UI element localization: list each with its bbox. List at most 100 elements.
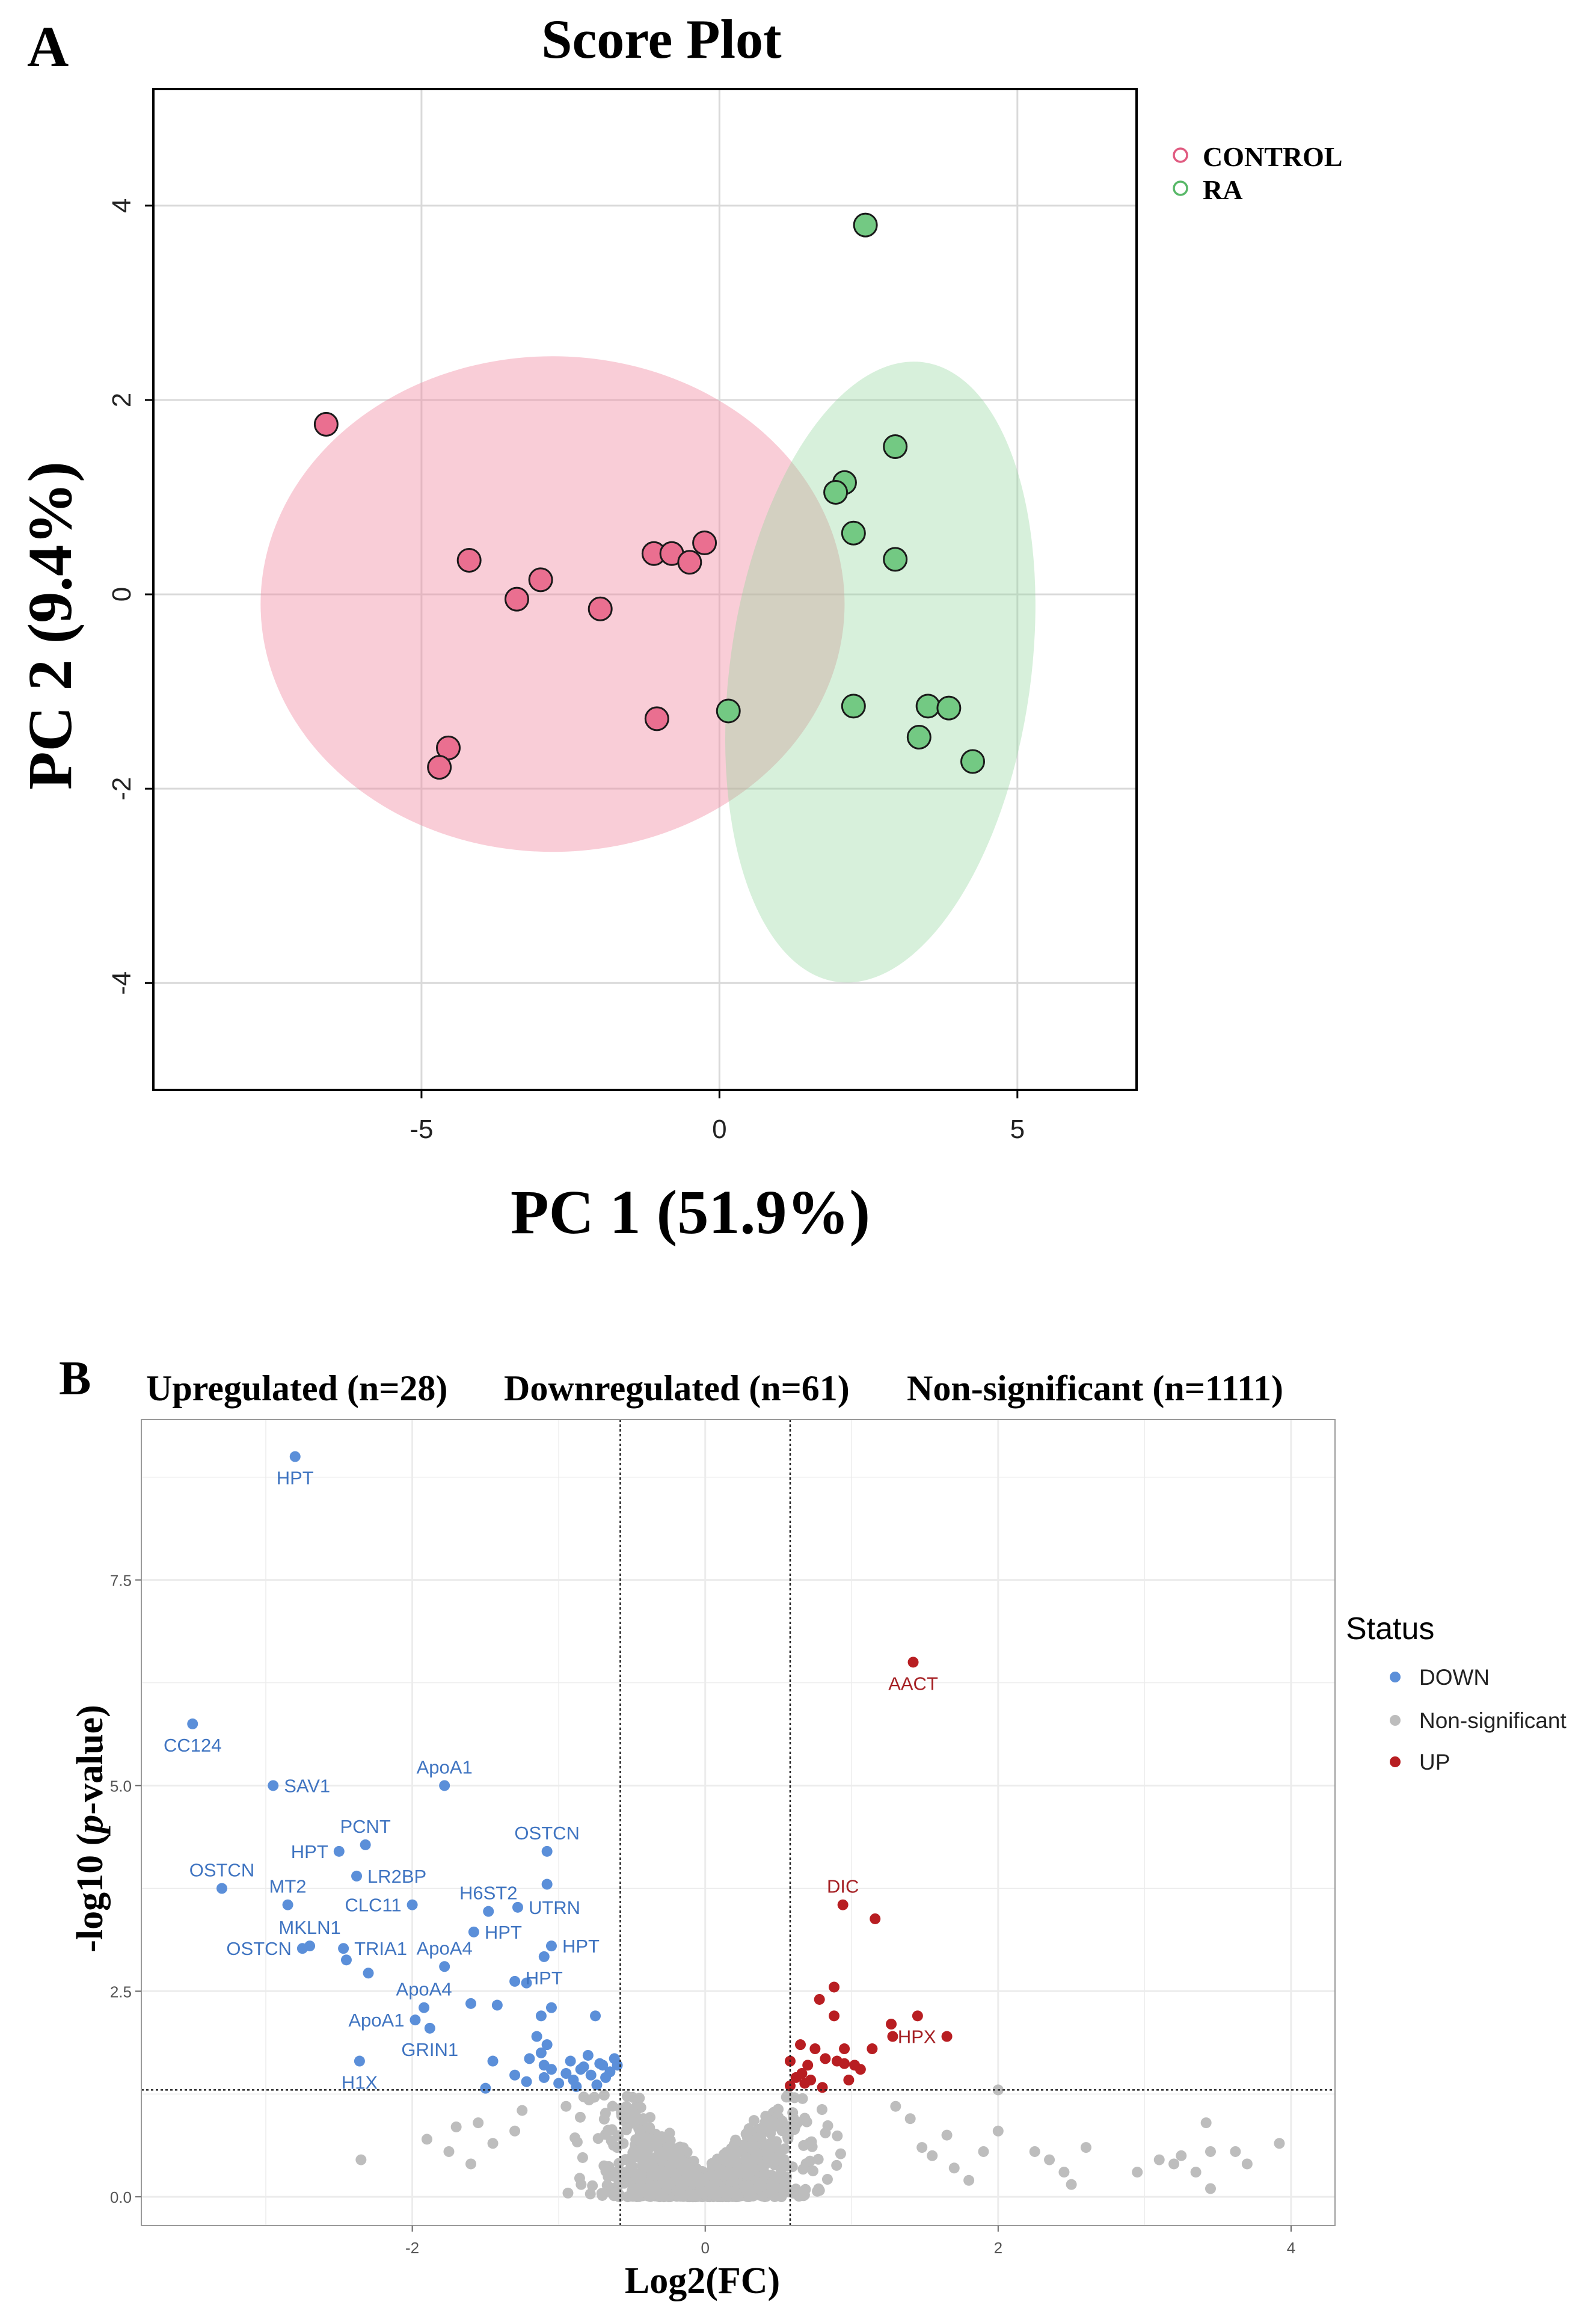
- nonsig-point: [443, 2146, 455, 2157]
- down-point: [439, 1961, 450, 1972]
- nonsig-point: [678, 2142, 689, 2153]
- volcano-plot-panel: B Upregulated (n=28) Downregulated (n=61…: [59, 1352, 1567, 2301]
- nonsig-point: [675, 2191, 686, 2202]
- y-tick-label: 7.5: [110, 1572, 132, 1590]
- down-point: [538, 1951, 550, 1962]
- nonsig-point: [509, 2125, 521, 2137]
- point-label: OSTCN: [189, 1859, 255, 1880]
- control-confidence-ellipse: [260, 356, 845, 852]
- down-point: [541, 2039, 553, 2051]
- down-point: [509, 2069, 521, 2081]
- nonsig-point: [787, 2107, 799, 2119]
- down-point: [512, 1901, 523, 1913]
- score-plot-ellipses: [260, 356, 1036, 983]
- nonsig-point: [821, 2174, 833, 2185]
- nonsig-point: [1080, 2142, 1091, 2153]
- nonsig-point: [355, 2154, 367, 2165]
- ra-point: [716, 698, 741, 724]
- nonsig-point: [1029, 2146, 1040, 2157]
- score-plot-ticks: -5 0 5 -4 -2 0 2 4: [107, 198, 1025, 1144]
- nonsig-point: [743, 2191, 755, 2202]
- y-tick-label: -4: [107, 971, 137, 995]
- nonsig-point: [1066, 2179, 1077, 2190]
- nonsig-point: [757, 2190, 769, 2202]
- point-label: SAV1: [284, 1775, 330, 1796]
- nonsig-point: [694, 2172, 705, 2183]
- nonsig-point: [598, 2090, 610, 2101]
- down-point: [363, 1968, 374, 1979]
- nonsig-point: [832, 2130, 843, 2141]
- y-tick-label: 4: [107, 198, 137, 213]
- control-point: [644, 706, 669, 731]
- nonsig-point: [666, 2152, 678, 2163]
- down-point: [541, 1845, 553, 1857]
- nonsig-point: [609, 2170, 620, 2182]
- point-label: OSTCN: [226, 1938, 292, 1959]
- nonsig-point: [621, 2091, 633, 2102]
- point-label: DIC: [827, 1876, 859, 1897]
- down-point: [340, 1954, 352, 1966]
- down-point: [268, 1780, 279, 1791]
- point-label: TRIA1: [354, 1938, 407, 1959]
- ra-point: [960, 749, 985, 774]
- down-point: [187, 1718, 198, 1729]
- score-plot-y-axis-label: PC 2 (9.4%): [16, 461, 85, 790]
- up-point: [790, 2072, 802, 2083]
- nonsig-point: [450, 2121, 462, 2132]
- x-tick-label: 5: [1010, 1115, 1025, 1144]
- legend-down-label: DOWN: [1419, 1665, 1490, 1690]
- down-point: [582, 2049, 594, 2061]
- nonsig-point: [643, 2191, 655, 2202]
- nonsig-point: [597, 2190, 608, 2201]
- volcano-threshold-lines: [141, 1420, 1335, 2226]
- x-tick-label: 2: [994, 2239, 1002, 2257]
- title-non-significant: Non-significant (n=1111): [907, 1368, 1283, 1408]
- nonsig-point: [807, 2165, 818, 2177]
- down-point: [407, 1899, 418, 1910]
- up-point: [820, 2053, 831, 2064]
- nonsig-point: [574, 2173, 585, 2184]
- down-point: [289, 1451, 301, 1462]
- point-label: HPX: [898, 2026, 936, 2048]
- point-label: ApoA1: [348, 2010, 404, 2031]
- nonsig-point: [758, 2170, 770, 2181]
- nonsig-point: [794, 2190, 805, 2202]
- y-tick-label: -2: [107, 777, 137, 801]
- nonsig-point: [637, 2131, 648, 2143]
- point-label: ApoA4: [396, 1979, 452, 2000]
- down-point: [571, 2081, 582, 2092]
- down-point: [565, 2055, 576, 2067]
- nonsig-point: [562, 2187, 574, 2199]
- down-point: [354, 2055, 365, 2067]
- down-point: [216, 1883, 227, 1894]
- nonsig-point: [646, 2170, 658, 2181]
- up-point: [867, 2043, 878, 2055]
- down-point: [333, 1845, 345, 1857]
- nonsig-point: [598, 2113, 610, 2125]
- down-point: [491, 1999, 503, 2011]
- down-point: [424, 2022, 435, 2034]
- volcano-y-axis-label: -log10 (p-value): [70, 1705, 111, 1953]
- score-plot-legend: CONTROL RA: [1173, 141, 1343, 205]
- down-point: [535, 2047, 547, 2058]
- down-point: [521, 1977, 532, 1989]
- up-point: [843, 2074, 855, 2085]
- nonsig-point: [835, 2148, 846, 2159]
- nonsig-point: [948, 2162, 960, 2174]
- down-point: [585, 2069, 597, 2081]
- up-point: [886, 2019, 897, 2030]
- nonsig-point: [725, 2157, 736, 2168]
- up-point: [817, 2082, 828, 2093]
- nonsig-point: [730, 2134, 741, 2146]
- point-label: H6ST2: [459, 1883, 517, 1904]
- nonsig-point: [1176, 2150, 1187, 2161]
- nonsig-point: [738, 2180, 750, 2191]
- nonsig-point: [583, 2094, 595, 2106]
- y-label-p: p: [70, 1815, 111, 1836]
- title-upregulated: Upregulated (n=28): [146, 1368, 447, 1408]
- up-point: [907, 1657, 919, 1668]
- volcano-down-points: [187, 1451, 623, 2094]
- nonsig-point: [517, 2105, 528, 2116]
- nonsig-point: [729, 2148, 741, 2159]
